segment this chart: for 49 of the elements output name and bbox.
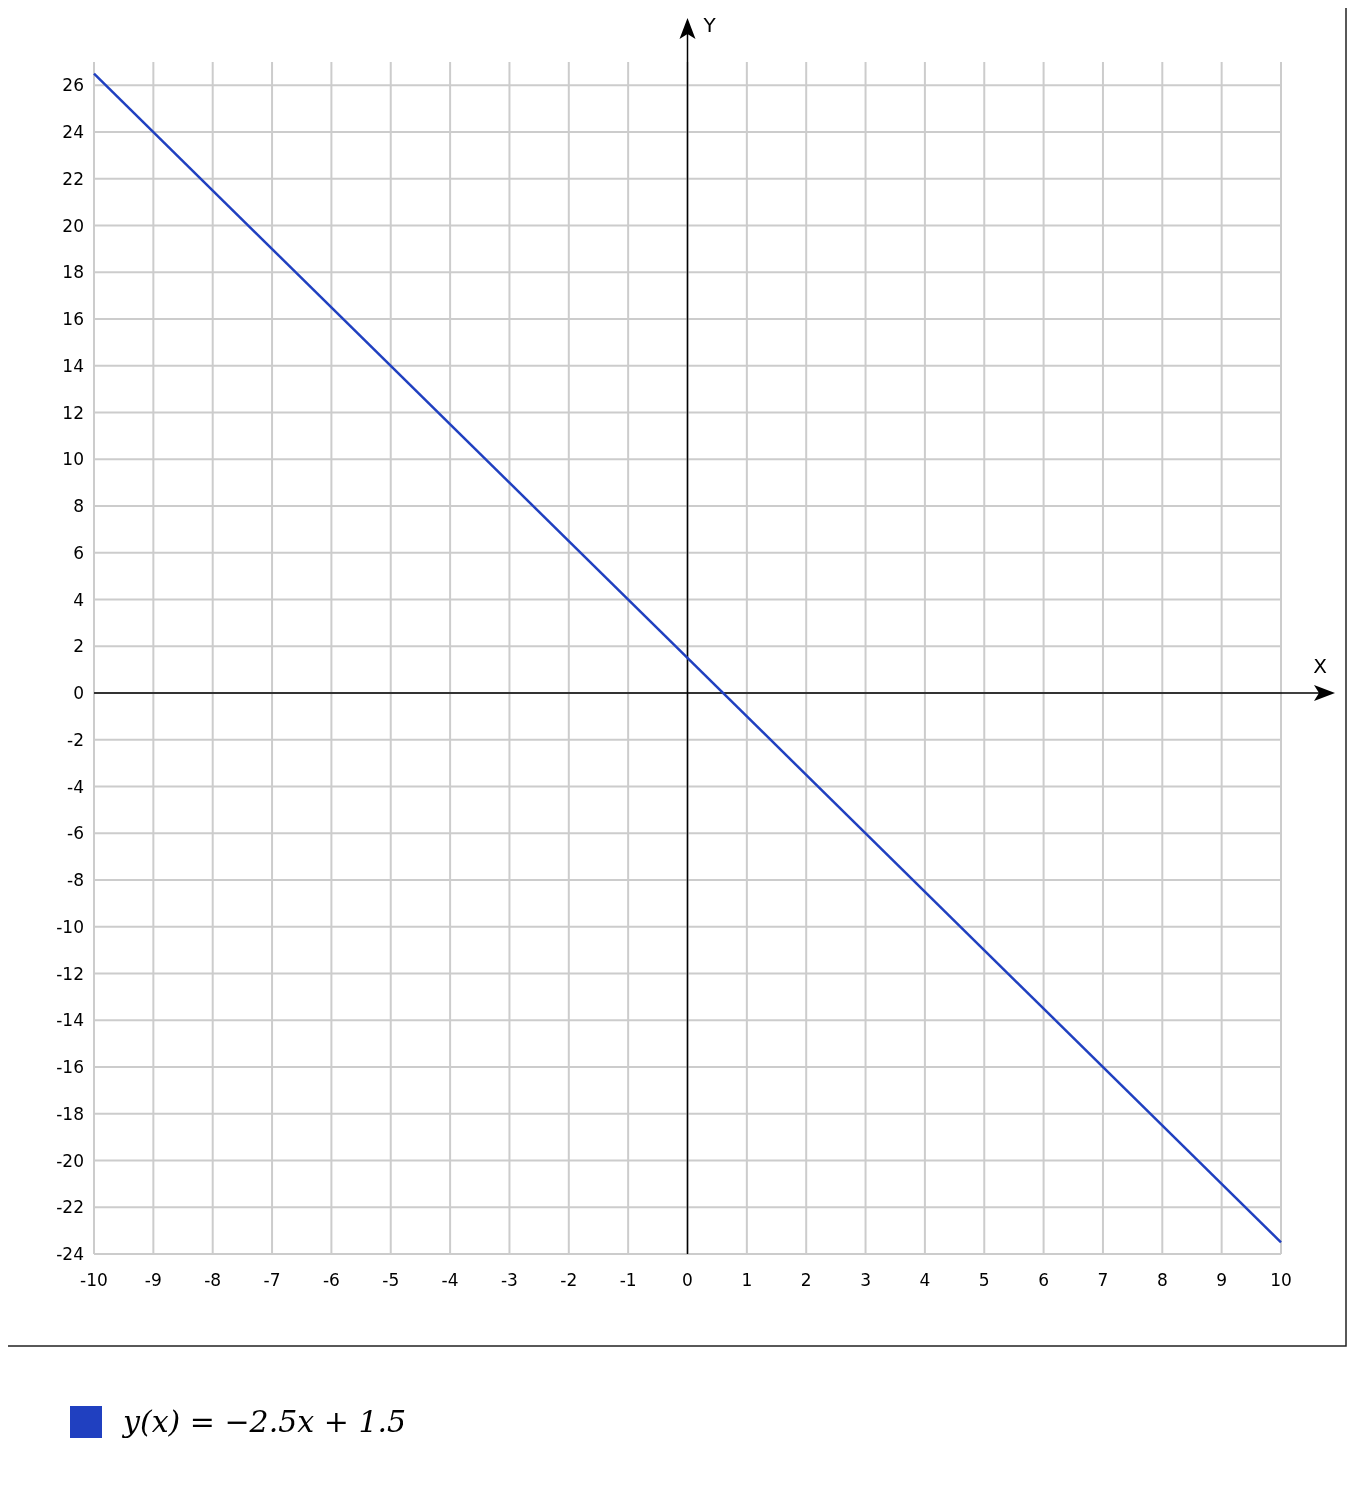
y-tick-label: 0 [73, 683, 84, 704]
y-tick-label: 26 [62, 75, 84, 96]
x-tick-label: 5 [978, 1270, 990, 1290]
x-tick-label: 1 [741, 1270, 753, 1290]
x-tick-label: -9 [144, 1270, 162, 1290]
y-tick-label: -24 [56, 1244, 84, 1264]
x-tick-label: -4 [441, 1270, 459, 1290]
y-tick-label: -22 [56, 1197, 84, 1218]
x-tick-label: 9 [1216, 1270, 1228, 1290]
y-tick-label: -12 [56, 963, 84, 984]
y-tick-label: 24 [62, 122, 84, 143]
y-tick-label: 18 [62, 262, 84, 283]
x-tick-label: -6 [322, 1270, 340, 1290]
x-tick-label: -2 [560, 1270, 578, 1290]
x-tick-label: -5 [382, 1270, 400, 1290]
x-tick-label: -3 [500, 1270, 518, 1290]
y-axis-title: Y [702, 13, 717, 37]
y-tick-label: 8 [73, 496, 84, 517]
x-tick-label: -8 [204, 1270, 222, 1290]
y-tick-label: -18 [56, 1103, 84, 1124]
x-tick-label: -7 [263, 1270, 281, 1290]
x-tick-label: 10 [1270, 1270, 1292, 1290]
y-tick-label: -2 [67, 729, 84, 750]
x-tick-label: 3 [860, 1270, 871, 1290]
x-tick-label: 7 [1097, 1270, 1109, 1290]
y-tick-label: 14 [62, 355, 84, 376]
y-tick-label: -16 [56, 1057, 84, 1078]
y-tick-label: -8 [67, 870, 84, 891]
y-tick-label: -6 [67, 823, 84, 844]
y-tick-label: -14 [56, 1010, 84, 1031]
x-tick-label: 8 [1156, 1270, 1168, 1290]
y-tick-label: 16 [62, 309, 84, 330]
y-tick-label: -20 [56, 1150, 84, 1171]
legend-label: y(x) = −2.5x + 1.5 [121, 1404, 407, 1439]
y-tick-label: 6 [73, 542, 84, 563]
y-tick-label: -10 [56, 916, 84, 937]
y-tick-label: 12 [62, 402, 84, 423]
x-axis-title: X [1313, 654, 1328, 679]
x-tick-label: 6 [1038, 1270, 1050, 1290]
y-tick-label: 2 [73, 636, 84, 657]
x-tick-label: 2 [800, 1270, 812, 1290]
x-tick-label: 4 [919, 1270, 931, 1290]
x-tick-label: -1 [619, 1270, 637, 1290]
x-tick-label: 0 [682, 1270, 693, 1290]
y-tick-label: 22 [62, 168, 84, 189]
y-tick-label: -4 [67, 776, 84, 797]
y-tick-label: 10 [62, 449, 84, 470]
y-tick-label: 20 [62, 215, 84, 236]
y-tick-label: 4 [73, 589, 84, 610]
